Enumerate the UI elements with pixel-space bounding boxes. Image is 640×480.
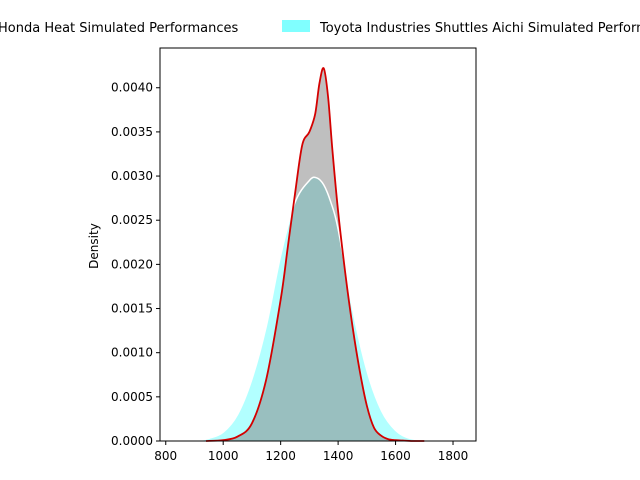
x-tick-label: 1000 [208,449,239,463]
x-tick-label: 800 [154,449,177,463]
density-area-honda [205,67,425,442]
y-tick-label: 0.0025 [111,213,153,227]
x-tick-label: 1200 [265,449,296,463]
plot-area [194,67,439,442]
y-axis: 0.0000 0.0005 0.0010 0.0015 0.0020 0.0025 0.00… [111,81,160,448]
x-tick-label: 1400 [323,449,354,463]
legend-patch-toyota [282,20,310,32]
y-tick-label: 0.0040 [111,81,153,95]
y-tick-label: 0.0030 [111,169,153,183]
x-tick-label: 1800 [438,449,469,463]
x-tick-label: 1600 [380,449,411,463]
y-tick-label: 0.0015 [111,302,153,316]
y-tick-label: 0.0010 [111,346,153,360]
legend-label-honda: Honda Heat Simulated Performances [0,21,238,36]
legend: Honda Heat Simulated Performances Toyota… [0,20,640,36]
y-tick-label: 0.0035 [111,125,153,139]
y-tick-label: 0.0000 [111,434,153,448]
density-line-honda [205,67,425,442]
y-tick-label: 0.0020 [111,257,153,271]
y-tick-label: 0.0005 [111,390,153,404]
legend-label-toyota: Toyota Industries Shuttles Aichi Simulat… [319,21,640,36]
y-axis-label: Density [87,223,101,269]
density-line-toyota [194,176,439,442]
x-axis: 800 1000 1200 1400 1600 1800 [154,441,468,463]
plot-frame [159,47,477,442]
